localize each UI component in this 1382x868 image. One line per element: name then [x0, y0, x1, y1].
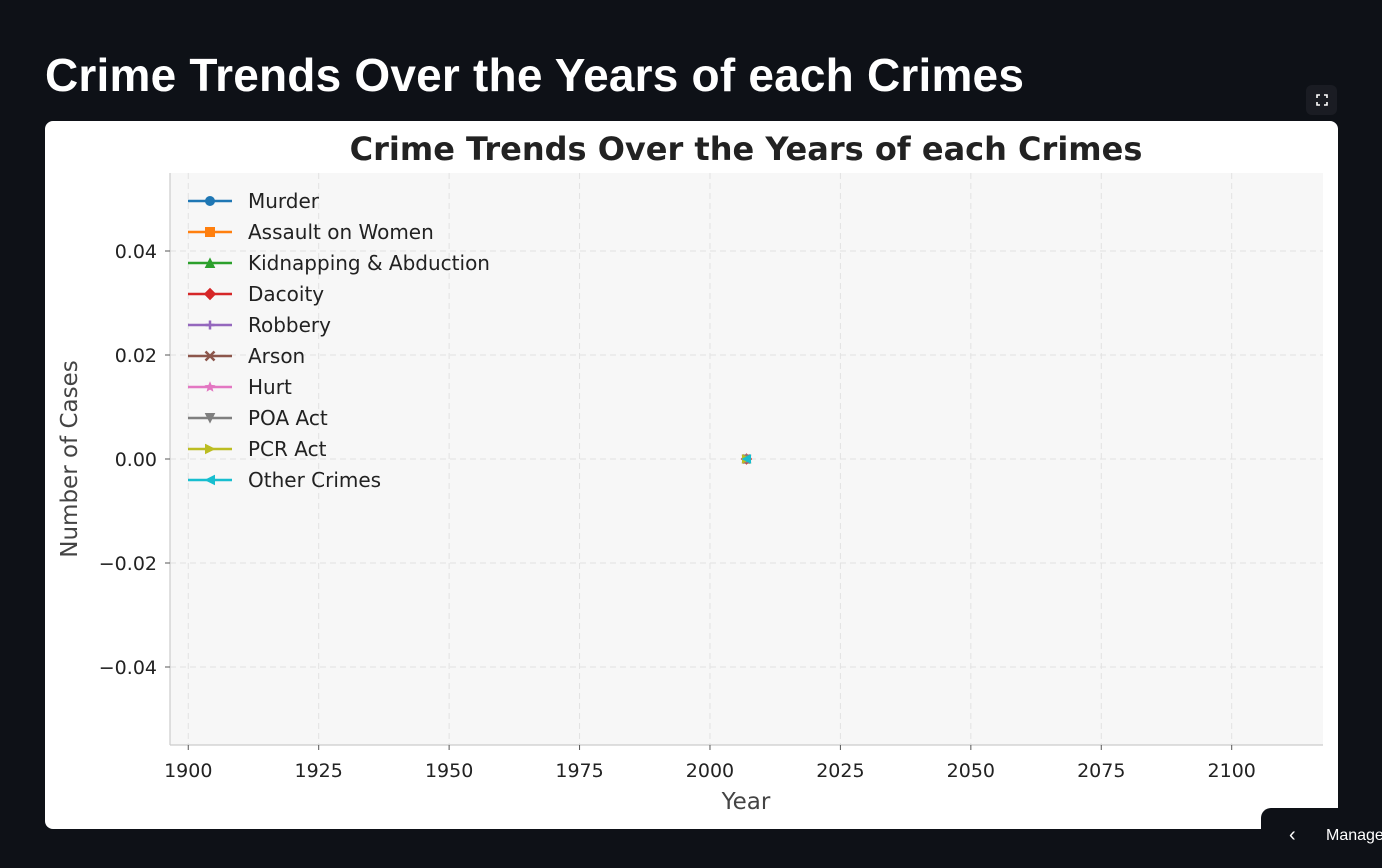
legend-label: Assault on Women [248, 220, 434, 244]
fullscreen-button[interactable] [1306, 85, 1337, 115]
chart-card: 1900 1925 1950 1975 2000 2025 2050 2075 2100 0.04… [45, 121, 1338, 829]
x-tick-label: 1950 [425, 760, 473, 782]
y-axis-label: Number of Cases [57, 360, 83, 557]
chevron-left-icon: ‹ [1289, 824, 1296, 846]
expand-icon [1315, 94, 1328, 106]
legend-marker [205, 443, 216, 455]
y-tick-label: −0.02 [99, 553, 157, 575]
legend-marker [204, 413, 216, 424]
x-tick-label: 2000 [686, 760, 734, 782]
legend-marker [204, 350, 216, 362]
legend-marker [204, 381, 216, 392]
legend-marker [205, 227, 215, 237]
legend-marker [205, 320, 215, 330]
legend-label: Arson [248, 344, 305, 368]
legend-label: Other Crimes [248, 468, 381, 492]
legend-marker [204, 257, 216, 268]
y-tick-label: 0.00 [115, 449, 157, 471]
x-tick-label: 1900 [164, 760, 212, 782]
legend: Murder Assault on Women Kidnapping & Abduc… [188, 189, 490, 492]
x-tick-label: 1975 [555, 760, 603, 782]
legend-label: Robbery [248, 313, 331, 337]
crime-trends-chart: 1900 1925 1950 1975 2000 2025 2050 2075 2100 0.04… [57, 130, 1323, 815]
legend-marker [203, 287, 217, 301]
x-tick-label: 2050 [947, 760, 995, 782]
x-axis-label: Year [721, 789, 771, 815]
legend-label: PCR Act [248, 437, 327, 461]
data-point [741, 454, 751, 464]
x-tick-label: 2100 [1208, 760, 1256, 782]
legend-label: Kidnapping & Abduction [248, 251, 490, 275]
x-tick-label: 2025 [816, 760, 864, 782]
y-tick-label: 0.04 [115, 241, 157, 263]
y-tick-label: 0.02 [115, 345, 157, 367]
legend-label: Dacoity [248, 282, 324, 306]
y-tick-label: −0.04 [99, 657, 157, 679]
legend-marker [205, 196, 215, 206]
manage-app-button[interactable]: ‹ Manage [1261, 808, 1382, 868]
chart-title: Crime Trends Over the Years of each Crim… [350, 130, 1143, 168]
legend-label: Hurt [248, 375, 292, 399]
legend-label: POA Act [248, 406, 328, 430]
legend-label: Murder [248, 189, 320, 213]
legend-marker [204, 474, 215, 486]
x-tick-label: 2075 [1077, 760, 1125, 782]
x-tick-label: 1925 [295, 760, 343, 782]
page-title: Crime Trends Over the Years of each Crim… [45, 49, 1025, 101]
manage-label: Manage [1326, 827, 1382, 844]
series-9 [741, 454, 751, 464]
